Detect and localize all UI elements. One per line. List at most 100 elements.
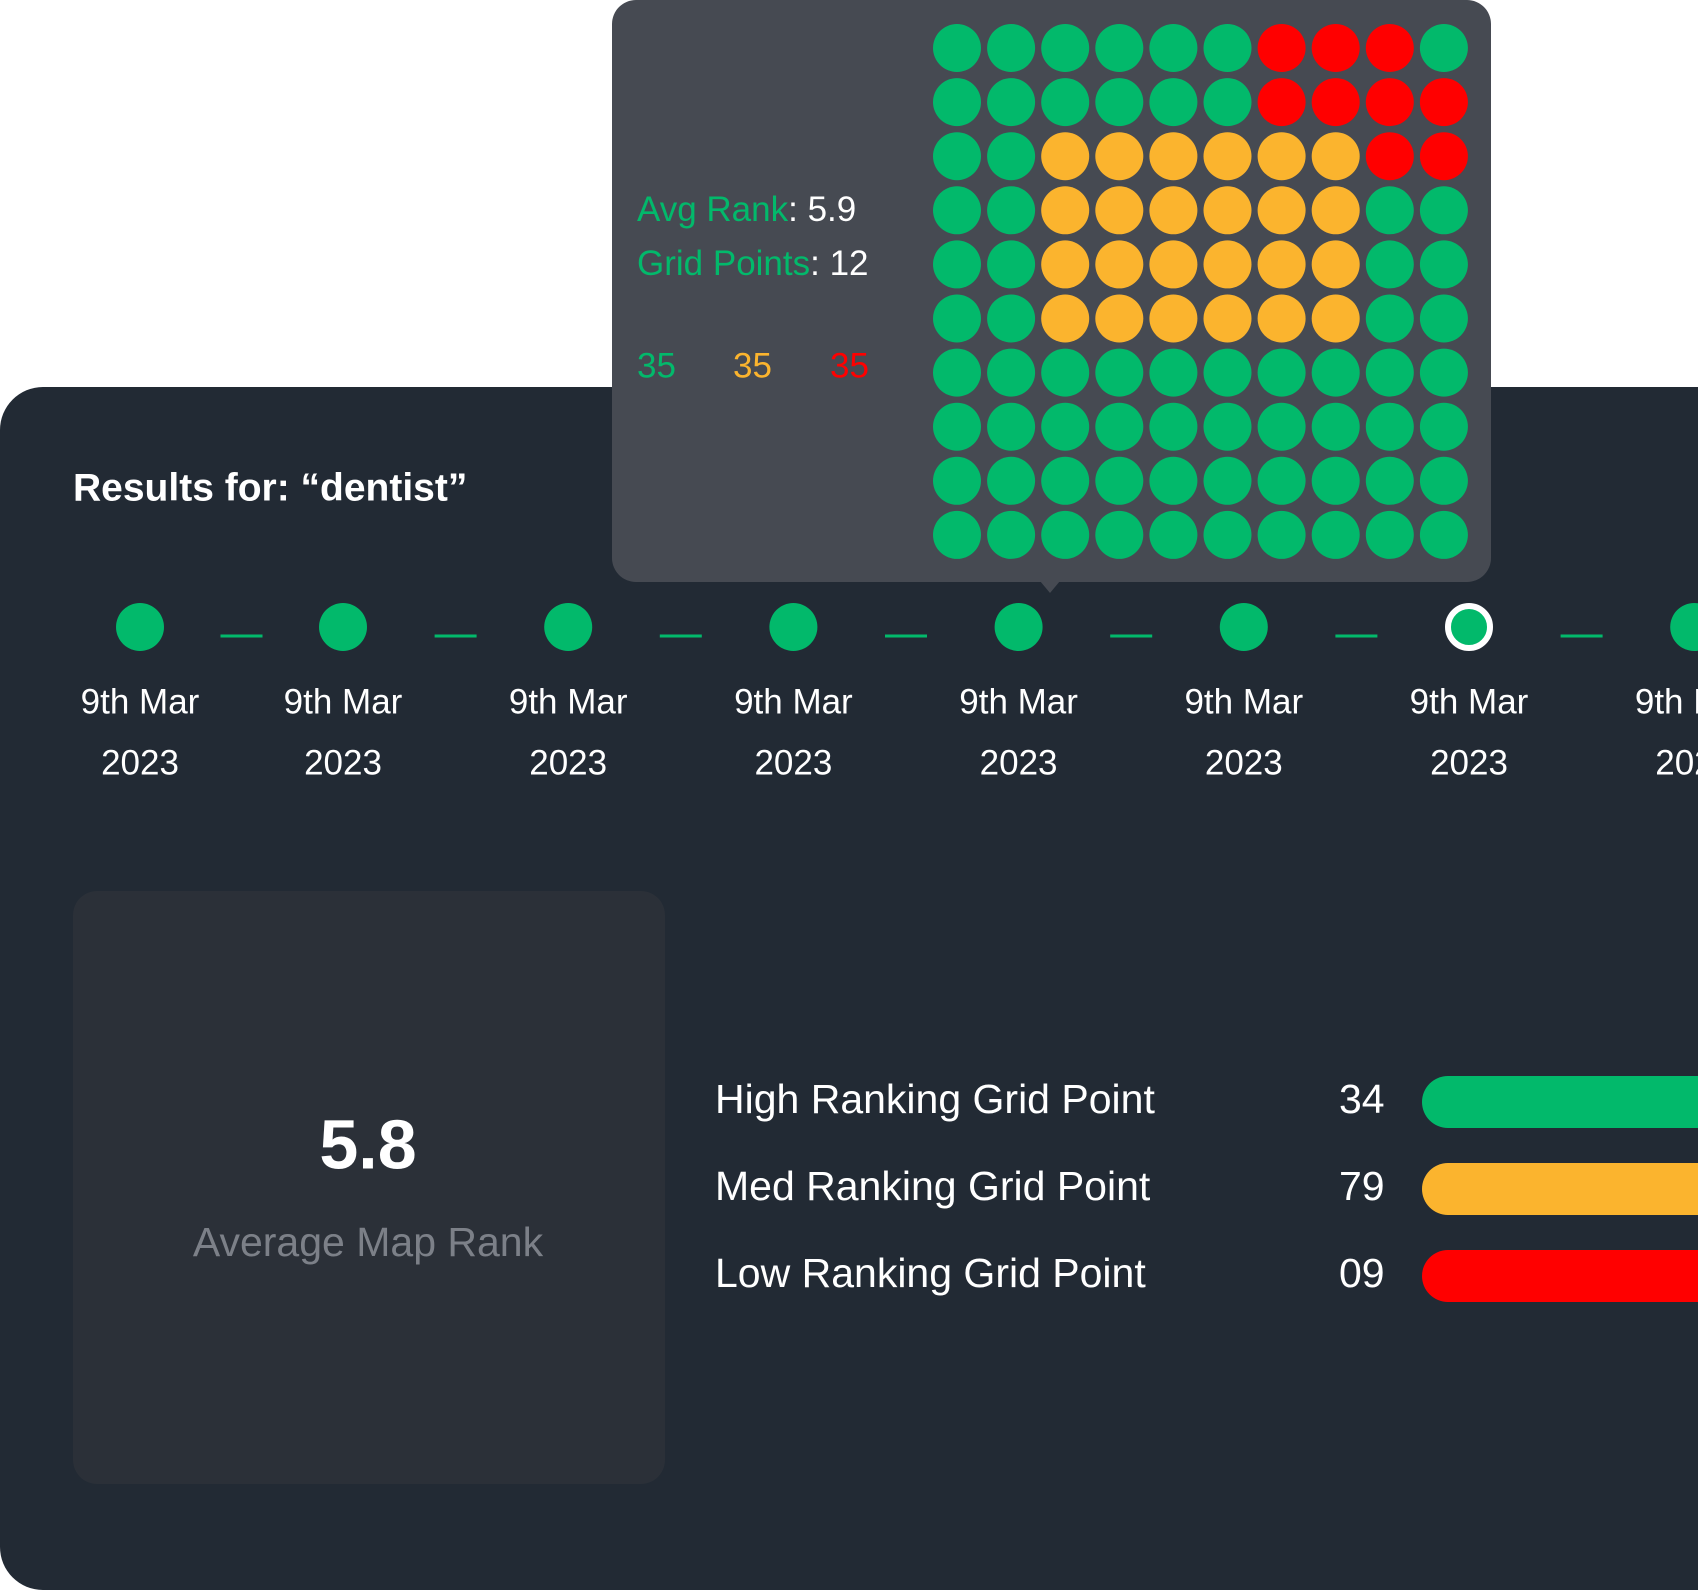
grid-dot xyxy=(1257,456,1306,505)
grid-dot xyxy=(1149,510,1198,559)
ranking-bar xyxy=(1422,1163,1698,1215)
grid-dot xyxy=(1203,456,1252,505)
grid-dot xyxy=(1149,186,1198,235)
grid-dot xyxy=(933,402,981,451)
grid-dot xyxy=(1311,78,1360,127)
grid-dot xyxy=(1419,132,1468,181)
grid-dot xyxy=(1257,402,1306,451)
grid-dot xyxy=(1203,132,1252,181)
grid-dot xyxy=(933,24,981,72)
grid-dot xyxy=(933,294,981,343)
grid-dot xyxy=(1311,240,1360,289)
grid-dot xyxy=(987,240,1036,289)
count: 35 xyxy=(637,346,676,385)
ranking-bar xyxy=(1422,1076,1698,1128)
timeline-dot xyxy=(769,603,818,651)
grid-dot xyxy=(1419,348,1468,397)
grid-dot xyxy=(933,78,981,127)
grid-dot xyxy=(1365,240,1414,289)
timeline-day: 9th Mar xyxy=(959,682,1078,721)
grid-dot xyxy=(1095,240,1144,289)
grid-dot xyxy=(1257,240,1306,289)
timeline-day: 9th Mar xyxy=(734,682,853,721)
timeline-year: 2023 xyxy=(529,743,607,782)
grid-dot xyxy=(1311,348,1360,397)
summary-value: 5.8 xyxy=(319,1105,416,1183)
ranking-value: 79 xyxy=(1339,1163,1385,1209)
grid-dot xyxy=(1257,132,1306,181)
grid-dot xyxy=(1149,456,1198,505)
timeline-year: 2023 xyxy=(1655,743,1698,782)
ranking-label: Med Ranking Grid Point xyxy=(715,1163,1151,1209)
avg-rank-label: Avg Rank xyxy=(637,190,789,229)
grid-dot xyxy=(1041,186,1090,235)
grid-dot xyxy=(1257,186,1306,235)
grid-dot xyxy=(987,348,1036,397)
ranking-value: 09 xyxy=(1339,1250,1385,1296)
summary-card xyxy=(73,891,665,1484)
grid-dot xyxy=(1257,78,1306,127)
grid-dot xyxy=(1041,456,1090,505)
grid-dot xyxy=(1203,510,1252,559)
grid-dot xyxy=(933,132,981,181)
timeline-day: 9th Mar xyxy=(81,682,200,721)
separator: : xyxy=(788,190,798,229)
grid-dot xyxy=(1257,24,1306,72)
timeline-day: 9th Mar xyxy=(509,682,628,721)
grid-dot xyxy=(1419,186,1468,235)
timeline-dot xyxy=(319,603,367,651)
grid-dot xyxy=(1041,240,1090,289)
grid-dot xyxy=(1041,510,1090,559)
grid-dot xyxy=(1095,24,1144,72)
grid-dot xyxy=(1149,348,1198,397)
grid-dot xyxy=(1203,24,1252,72)
grid-dot xyxy=(1149,240,1198,289)
grid-dot xyxy=(987,78,1036,127)
grid-dot xyxy=(1041,132,1090,181)
grid-dot xyxy=(1095,456,1144,505)
grid-dot xyxy=(987,456,1036,505)
grid-dot xyxy=(1041,402,1090,451)
grid-dot xyxy=(1365,132,1414,181)
grid-points: Grid Points: 12 xyxy=(637,244,869,283)
grid-dot xyxy=(1311,186,1360,235)
grid-dot xyxy=(1365,456,1414,505)
grid-dot xyxy=(1311,456,1360,505)
grid-dot xyxy=(1203,186,1252,235)
timeline-year: 2023 xyxy=(1205,743,1283,782)
grid-dot xyxy=(1095,348,1144,397)
grid-dot xyxy=(987,186,1036,235)
timeline-year: 2023 xyxy=(1430,743,1508,782)
grid-dot xyxy=(1203,294,1252,343)
timeline-day: 9th Mar xyxy=(1184,682,1303,721)
avg-rank: Avg Rank: 5.9 xyxy=(637,190,856,229)
count: 35 xyxy=(733,346,772,385)
grid-dot xyxy=(1203,240,1252,289)
grid-dot xyxy=(1365,24,1414,72)
timeline-year: 2023 xyxy=(304,743,382,782)
grid-dot xyxy=(987,402,1036,451)
grid-dot xyxy=(1365,402,1414,451)
timeline-year: 2023 xyxy=(101,743,179,782)
grid-dot xyxy=(1311,402,1360,451)
grid-dot xyxy=(1095,510,1144,559)
grid-points-value: 12 xyxy=(830,244,869,283)
grid-dot xyxy=(1095,132,1144,181)
timeline-dot xyxy=(116,603,164,651)
results-title: Results for: “dentist” xyxy=(73,466,467,509)
grid-dot xyxy=(1203,348,1252,397)
timeline-dot xyxy=(544,603,593,651)
grid-dot xyxy=(1041,78,1090,127)
grid-dot xyxy=(1419,78,1468,127)
grid-dot xyxy=(1365,294,1414,343)
ranking-label: Low Ranking Grid Point xyxy=(715,1250,1146,1296)
avg-rank-value: 5.9 xyxy=(808,190,857,229)
grid-dot xyxy=(1149,24,1198,72)
grid-dot xyxy=(1419,24,1468,72)
grid-dot xyxy=(1311,510,1360,559)
timeline-day: 9th Mar xyxy=(284,682,403,721)
grid-dot xyxy=(1095,78,1144,127)
ranking-label: High Ranking Grid Point xyxy=(715,1076,1155,1122)
timeline-dot xyxy=(1670,603,1698,651)
